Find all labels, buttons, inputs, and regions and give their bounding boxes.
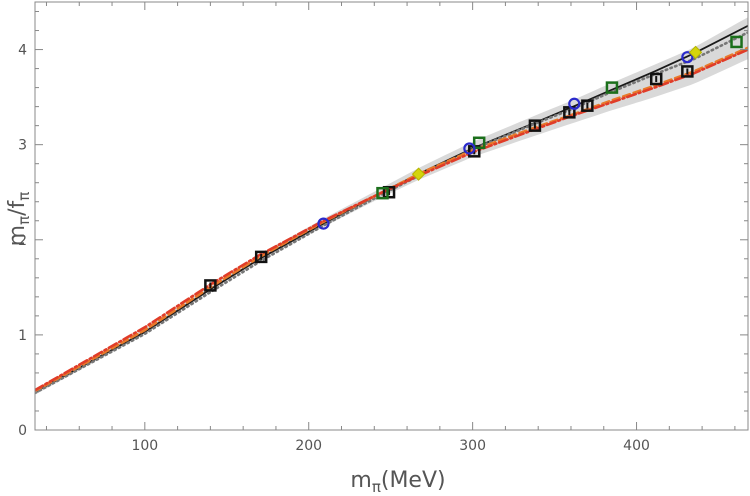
x-tick-label: 300	[459, 438, 486, 454]
point-square-dot	[649, 72, 663, 86]
x-axis-title-sub: π	[372, 478, 381, 496]
x-axis-title-base: m	[350, 468, 371, 493]
x-tick-label: 100	[131, 438, 158, 454]
point-square-dot	[204, 279, 217, 292]
point-square-dot	[254, 250, 268, 264]
y-axis-title-num-sub: π	[15, 216, 33, 225]
point-circle	[463, 142, 476, 155]
curve-dotted	[35, 31, 748, 395]
x-axis-title-suffix: (MeV)	[381, 468, 446, 493]
point-square	[605, 81, 619, 94]
y-tick-label: 4	[18, 43, 27, 59]
point-circle	[681, 51, 694, 64]
point-square-dot	[581, 99, 594, 112]
point-diamond	[411, 167, 426, 181]
y-axis-title-den: f	[5, 199, 30, 208]
y-tick-label: 0	[18, 423, 27, 439]
plot-frame	[34, 1, 749, 431]
point-square-dot	[528, 119, 542, 132]
error-band-area	[35, 17, 748, 395]
point-circle	[317, 217, 330, 230]
plot-border	[34, 1, 749, 431]
point-square	[472, 136, 486, 150]
point-diamond	[688, 45, 703, 60]
curve-dashed	[35, 46, 748, 393]
y-axis-title-den-sub: π	[15, 192, 33, 201]
y-tick-label: 2	[18, 233, 27, 249]
curve-dashdot	[35, 48, 748, 392]
y-axis-title-slash: /	[5, 208, 30, 216]
y-axis-title-num: m	[5, 225, 30, 246]
point-square	[376, 186, 389, 200]
data-points	[204, 35, 743, 292]
error-band	[35, 17, 748, 395]
y-axis-title: mπ/fπ	[5, 192, 33, 247]
curve-solid	[35, 24, 748, 393]
axis-ticks: 100 200 300 400 0 1 2 3 4	[18, 2, 748, 454]
x-tick-label: 400	[623, 438, 650, 454]
fit-curves	[35, 24, 748, 395]
x-tick-label: 200	[295, 438, 322, 454]
y-tick-label: 3	[18, 138, 27, 154]
point-circle	[568, 97, 581, 110]
point-square-dot	[681, 65, 694, 78]
x-axis-title: mπ(MeV)	[350, 468, 445, 496]
point-square-dot	[382, 185, 396, 199]
y-tick-label: 1	[18, 328, 27, 344]
point-square	[730, 35, 743, 49]
